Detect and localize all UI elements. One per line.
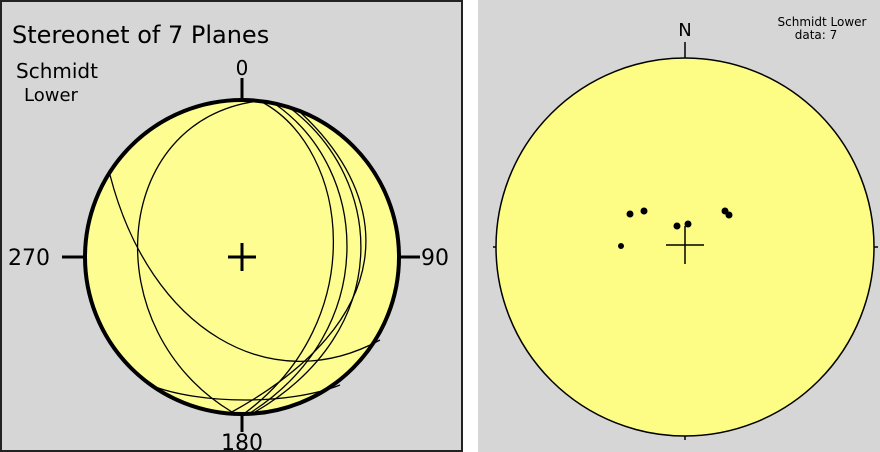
label-west: 270 (8, 246, 50, 271)
title: Stereonet of 7 Planes (12, 21, 269, 49)
projection: Schmidt (16, 59, 98, 83)
label-north: N (678, 20, 691, 41)
label-south: 180 (221, 431, 263, 452)
hemisphere: Lower (24, 85, 79, 106)
great-circles (109, 100, 381, 414)
center-cross (666, 226, 704, 264)
poles (618, 207, 733, 249)
count: data: 7 (795, 28, 838, 42)
ticks (62, 78, 420, 432)
projection: Schmidt Lower (778, 15, 867, 29)
center-cross (228, 243, 256, 271)
label-east: 90 (421, 246, 449, 271)
label-north: 0 (236, 56, 249, 80)
